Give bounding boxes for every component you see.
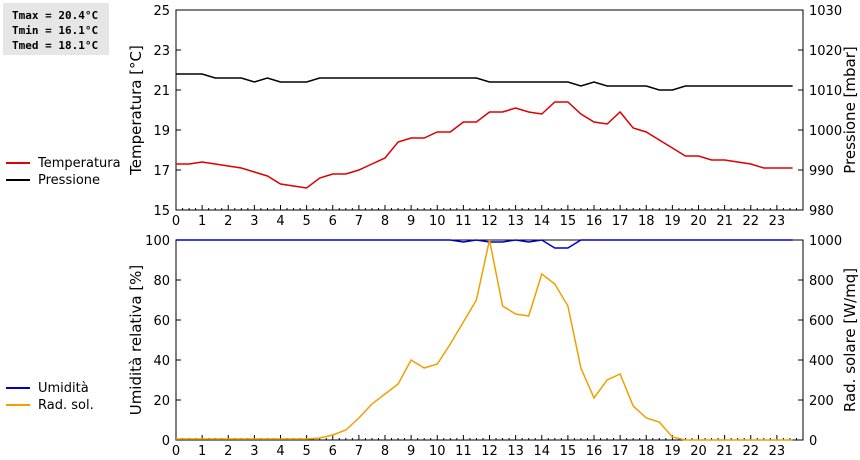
y-axis-label: Umidità relativa [%]: [127, 265, 145, 416]
y2-axis-label: Rad. solare [W/mq]: [841, 268, 859, 412]
plot-frame-2: [175, 239, 804, 441]
y-tick-label: 60: [153, 314, 170, 329]
x-tick-label: 8: [381, 214, 389, 229]
x-tick-label: 4: [276, 214, 284, 229]
x-tick-label: 11: [455, 444, 472, 459]
y2-axis-label: Pressione [mbar]: [841, 46, 859, 174]
y2-tick-label: 600: [809, 314, 834, 329]
y2-tick-label: 980: [809, 204, 834, 219]
y-tick-label: 19: [153, 124, 170, 139]
x-tick-label: 14: [533, 214, 550, 229]
y-axis-label: Temperatura [°C]: [127, 45, 145, 176]
y2-tick-label: 1010: [809, 84, 842, 99]
x-tick-label: 18: [638, 444, 655, 459]
tmax-label: Tmax = 20.4°C: [12, 9, 99, 22]
x-tick-label: 12: [481, 214, 498, 229]
x-tick-label: 3: [250, 214, 258, 229]
x-tick-label: 2: [224, 214, 232, 229]
tmed-label: Tmed = 18.1°C: [12, 39, 99, 52]
x-tick-label: 7: [355, 214, 363, 229]
y-tick-label: 23: [153, 44, 170, 59]
y2-tick-label: 200: [809, 394, 834, 409]
x-tick-label: 6: [329, 444, 337, 459]
legend-label: Pressione: [38, 173, 100, 188]
x-tick-label: 21: [716, 214, 733, 229]
x-tick-label: 9: [407, 214, 415, 229]
x-tick-label: 0: [172, 444, 180, 459]
stats-box: Tmax = 20.4°C Tmin = 16.1°C Tmed = 18.1°…: [3, 3, 109, 55]
x-tick-label: 23: [769, 444, 786, 459]
y-tick-label: 40: [153, 354, 170, 369]
y2-tick-label: 1020: [809, 44, 842, 59]
series-line-temperatura: [176, 101, 793, 189]
y2-tick-label: 800: [809, 274, 834, 289]
x-tick-label: 1: [198, 214, 206, 229]
y-tick-label: 20: [153, 394, 170, 409]
x-tick-label: 4: [276, 444, 284, 459]
x-tick-label: 5: [302, 214, 310, 229]
x-tick-label: 17: [612, 444, 629, 459]
x-tick-label: 14: [533, 444, 550, 459]
y-tick-label: 80: [153, 274, 170, 289]
x-tick-label: 9: [407, 444, 415, 459]
x-tick-label: 16: [586, 444, 603, 459]
x-tick-label: 13: [507, 214, 524, 229]
y2-tick-label: 0: [809, 434, 817, 449]
y2-tick-label: 1000: [809, 124, 842, 139]
y2-tick-label: 1030: [809, 4, 842, 19]
y-tick-label: 21: [153, 84, 170, 99]
x-tick-label: 12: [481, 444, 498, 459]
y-tick-label: 25: [153, 4, 170, 19]
x-tick-label: 20: [690, 444, 707, 459]
x-tick-label: 11: [455, 214, 472, 229]
y-tick-label: 17: [153, 164, 170, 179]
legend-label: Temperatura: [37, 156, 121, 171]
x-tick-label: 16: [586, 214, 603, 229]
tmin-label: Tmin = 16.1°C: [12, 24, 99, 37]
x-tick-label: 0: [172, 214, 180, 229]
series-line-rad-sol: [176, 239, 793, 441]
legend-label: Rad. sol.: [38, 398, 94, 413]
series-line-pressione: [176, 73, 793, 91]
y-tick-label: 0: [162, 434, 170, 449]
x-tick-label: 22: [742, 214, 759, 229]
x-tick-label: 21: [716, 444, 733, 459]
x-tick-label: 15: [560, 444, 577, 459]
x-tick-label: 10: [429, 214, 446, 229]
x-tick-label: 10: [429, 444, 446, 459]
x-tick-label: 1: [198, 444, 206, 459]
y2-tick-label: 400: [809, 354, 834, 369]
y2-tick-label: 1000: [809, 234, 842, 249]
x-tick-label: 22: [742, 444, 759, 459]
y-tick-label: 100: [145, 234, 170, 249]
x-tick-label: 5: [302, 444, 310, 459]
plot-frame-1: [175, 9, 804, 211]
y-tick-label: 15: [153, 204, 170, 219]
x-tick-label: 15: [560, 214, 577, 229]
x-tick-label: 13: [507, 444, 524, 459]
x-tick-label: 7: [355, 444, 363, 459]
x-tick-label: 19: [664, 444, 681, 459]
series-line-umidit: [176, 239, 793, 249]
x-tick-label: 23: [769, 214, 786, 229]
legend-label: Umidità: [38, 381, 89, 396]
y2-tick-label: 990: [809, 164, 834, 179]
x-tick-label: 20: [690, 214, 707, 229]
x-tick-label: 6: [329, 214, 337, 229]
x-tick-label: 19: [664, 214, 681, 229]
x-tick-label: 17: [612, 214, 629, 229]
x-tick-label: 3: [250, 444, 258, 459]
x-tick-label: 18: [638, 214, 655, 229]
x-tick-label: 2: [224, 444, 232, 459]
x-tick-label: 8: [381, 444, 389, 459]
